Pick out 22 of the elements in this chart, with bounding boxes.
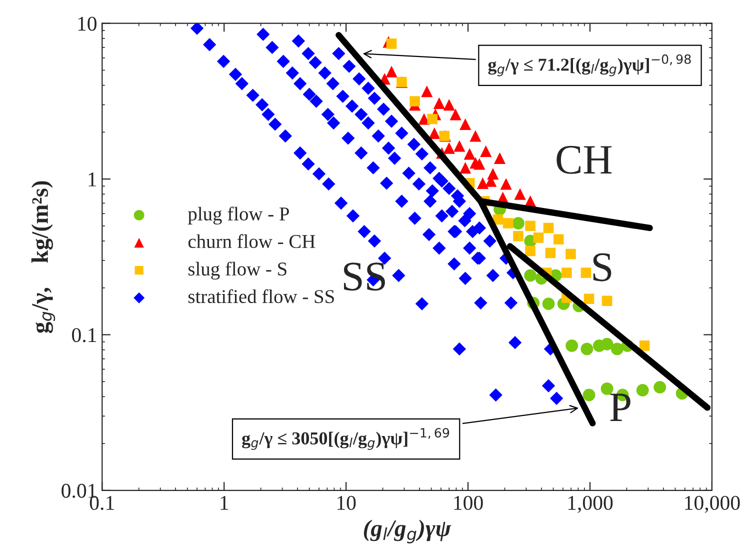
x-tick-label: 1 xyxy=(220,496,228,510)
x-tick-label: 10 xyxy=(337,496,356,510)
legend-label: stratified flow - SS xyxy=(188,289,334,304)
y-axis-title: g$_{g}$/γ, kg/(m²s) xyxy=(31,181,56,333)
x-tick-label: 0.1 xyxy=(90,496,114,510)
annotation: g$_{g}$/γ ≤ 71.2[(g$_{l}$/g$_{g}$)γψ]$^{−0,98}$ xyxy=(488,54,691,76)
y-tick-label: 1 xyxy=(88,172,96,186)
annotation: g$_{g}$/γ ≤ 3050[(g$_{l}$/g$_{g}$)γψ]$^{−1,69}$ xyxy=(242,428,450,450)
x-tick-label: 100 xyxy=(454,496,483,510)
legend-label: slug flow - S xyxy=(188,262,286,280)
annotation: S xyxy=(593,253,612,282)
y-tick-label: 0.01 xyxy=(62,484,96,498)
annotation: CH xyxy=(556,146,612,174)
x-axis-title: (g$_{l}$/g$_{g}$)γψ xyxy=(364,520,452,544)
y-tick-label: 0.1 xyxy=(72,328,96,342)
y-tick-label: 10 xyxy=(78,16,96,31)
legend-label: churn flow - CH xyxy=(188,234,316,248)
x-tick-label: 10,000 xyxy=(685,496,740,513)
annotation: SS xyxy=(344,262,385,291)
x-tick-label: 1,000 xyxy=(568,496,613,513)
annotation: P xyxy=(610,394,630,422)
legend-label: plug flow - P xyxy=(188,206,289,225)
